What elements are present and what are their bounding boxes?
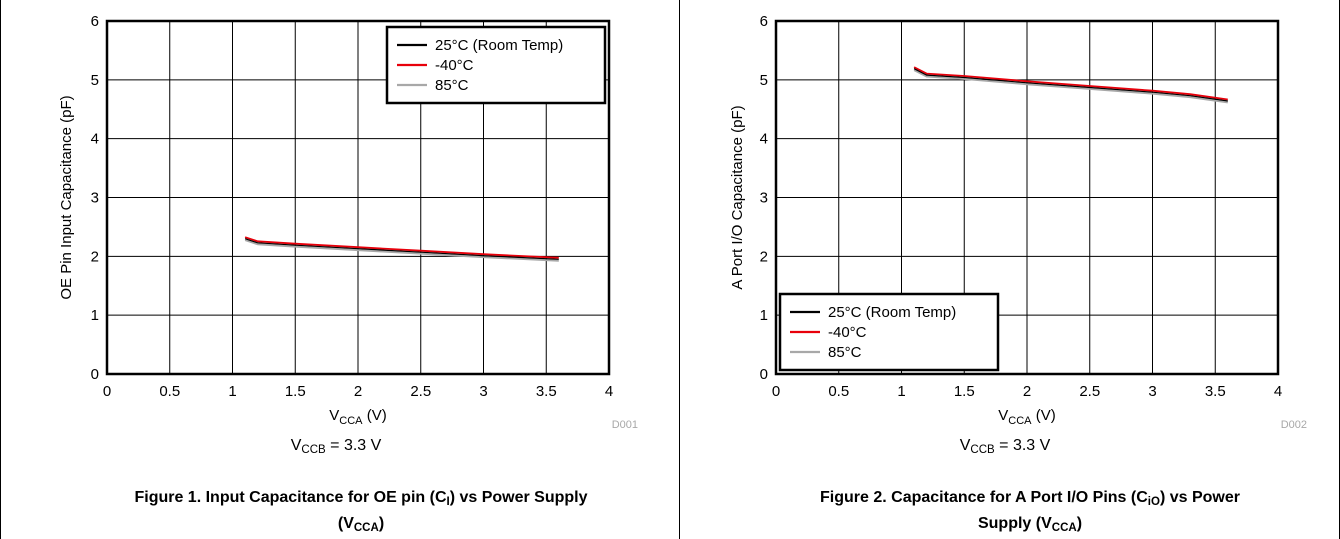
legend-label: 85°C xyxy=(435,77,469,94)
y-tick-label: 1 xyxy=(760,307,768,324)
x-tick-label: 3.5 xyxy=(1205,383,1226,400)
x-tick-label: 1.5 xyxy=(954,383,975,400)
y-axis-label: OE Pin Input Capacitance (pF) xyxy=(58,95,75,299)
figure-2-caption: Figure 2. Capacitance for A Port I/O Pin… xyxy=(820,489,1240,534)
figure-1-caption: Figure 1. Input Capacitance for OE pin (… xyxy=(134,489,588,534)
y-tick-label: 2 xyxy=(760,248,768,265)
y-tick-label: 6 xyxy=(91,13,99,30)
legend-label: 25°C (Room Temp) xyxy=(828,304,956,321)
x-tick-label: 0.5 xyxy=(828,383,849,400)
x-tick-label: 3.5 xyxy=(536,383,557,400)
series-line-3 xyxy=(913,69,1228,104)
y-tick-label: 3 xyxy=(91,190,99,207)
x-tick-label: 0 xyxy=(103,383,111,400)
y-tick-label: 3 xyxy=(760,190,768,207)
series-line-3 xyxy=(244,239,559,262)
x-axis-label-main: V xyxy=(329,407,339,424)
x-tick-label: 2 xyxy=(1023,383,1031,400)
y-tick-label: 6 xyxy=(760,13,768,30)
series-line-2 xyxy=(244,236,559,259)
legend-label: -40°C xyxy=(828,324,867,341)
y-tick-label: 0 xyxy=(760,366,768,383)
x-tick-label: 2.5 xyxy=(410,383,431,400)
x-tick-label: 2 xyxy=(354,383,362,400)
x-axis-label: VCCA (V) xyxy=(329,407,386,427)
legend-label: 85°C xyxy=(828,344,862,361)
x-axis-label-main: V xyxy=(998,407,1008,424)
plot-frame xyxy=(105,19,611,376)
x-tick-label: 4 xyxy=(605,383,613,400)
y-tick-label: 1 xyxy=(91,307,99,324)
y-tick-label: 0 xyxy=(91,366,99,383)
x-tick-label: 0 xyxy=(772,383,780,400)
y-tick-label: 2 xyxy=(91,248,99,265)
figure-1-panel: 0 0.5 1 1.5 2 2.5 3 3.5 4 0 1 2 3 4 5 6 OE Pin Input Cap… xyxy=(0,0,680,539)
y-tick-label: 5 xyxy=(760,72,768,89)
x-tick-label: 1 xyxy=(897,383,905,400)
x-tick-label: 3 xyxy=(1148,383,1156,400)
x-tick-label: 0.5 xyxy=(159,383,180,400)
vccb-note: VCCB = 3.3 V xyxy=(290,437,382,456)
x-tick-label: 1.5 xyxy=(285,383,306,400)
vccb-note: VCCB = 3.3 V xyxy=(959,437,1051,456)
figure-1-chart: 0 0.5 1 1.5 2 2.5 3 3.5 4 0 1 2 3 4 5 6 OE Pin Input Cap… xyxy=(58,13,638,431)
series-line-1 xyxy=(244,238,559,260)
x-axis-label-subscript: CCA xyxy=(339,415,363,427)
x-axis-label: VCCA (V) xyxy=(998,407,1055,427)
series-line-1 xyxy=(913,68,1228,102)
series-line-2 xyxy=(913,66,1228,101)
x-tick-label: 4 xyxy=(1274,383,1282,400)
y-tick-label: 4 xyxy=(760,131,768,148)
figure-code: D001 xyxy=(612,419,638,431)
x-tick-label: 1 xyxy=(228,383,236,400)
figure-code: D002 xyxy=(1281,419,1307,431)
legend-label: -40°C xyxy=(435,57,474,74)
plot-frame xyxy=(774,19,1280,376)
x-tick-label: 3 xyxy=(479,383,487,400)
legend-label: 25°C (Room Temp) xyxy=(435,37,563,54)
x-axis-label-unit: (V) xyxy=(363,407,387,424)
x-axis-label-subscript: CCA xyxy=(1008,415,1032,427)
y-tick-label: 4 xyxy=(91,131,99,148)
x-axis-label-unit: (V) xyxy=(1032,407,1056,424)
figure-2-chart: 0 0.5 1 1.5 2 2.5 3 3.5 4 0 1 2 3 4 5 6 A Port I/O Capac… xyxy=(729,13,1307,431)
y-axis-label: A Port I/O Capacitance (pF) xyxy=(729,105,746,289)
x-tick-label: 2.5 xyxy=(1079,383,1100,400)
y-tick-label: 5 xyxy=(91,72,99,89)
figure-2-panel: 0 0.5 1 1.5 2 2.5 3 3.5 4 0 1 2 3 4 5 6 A Port I/O Capac… xyxy=(680,0,1340,539)
